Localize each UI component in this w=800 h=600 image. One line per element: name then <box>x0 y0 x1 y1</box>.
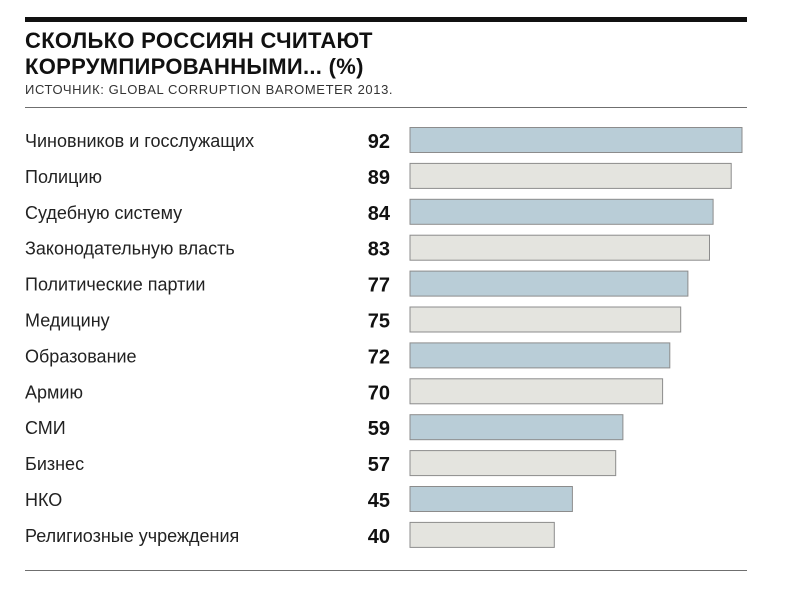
category-label: Бизнес <box>25 454 84 474</box>
category-label: НКО <box>25 490 62 510</box>
value-label: 70 <box>368 382 390 404</box>
chart-title: СКОЛЬКО РОССИЯН СЧИТАЮТ КОРРУМПИРОВАННЫМ… <box>25 28 745 80</box>
chart-title-line-2: КОРРУМПИРОВАННЫМИ... (%) <box>25 54 364 79</box>
bar <box>409 234 710 261</box>
value-label: 92 <box>368 131 390 153</box>
category-label: Полицию <box>25 167 102 187</box>
category-label: Политические партии <box>25 275 205 295</box>
bar <box>409 378 664 405</box>
bar <box>409 521 555 548</box>
value-label: 83 <box>368 239 390 261</box>
category-label: Образование <box>25 346 137 366</box>
value-label: 57 <box>368 454 390 476</box>
category-label: СМИ <box>25 418 66 438</box>
bottom-rule <box>25 570 747 571</box>
bar <box>409 162 732 189</box>
value-label: 45 <box>368 490 390 512</box>
value-label: 84 <box>368 203 391 225</box>
value-label: 59 <box>368 418 390 440</box>
value-label: 89 <box>368 167 390 189</box>
category-label: Медицину <box>25 311 110 331</box>
bar <box>409 486 573 512</box>
bar <box>409 270 689 297</box>
top-rule <box>25 17 747 22</box>
value-label: 40 <box>368 526 390 548</box>
bar <box>409 450 617 477</box>
bar <box>409 342 671 369</box>
category-label: Чиновников и госслужащих <box>25 131 254 151</box>
chart-subtitle: ИСТОЧНИК: GLOBAL CORRUPTION BAROMETER 20… <box>25 82 394 97</box>
chart-title-line-1: СКОЛЬКО РОССИЯН СЧИТАЮТ <box>25 28 373 53</box>
bar <box>409 198 714 225</box>
category-label: Религиозные учреждения <box>25 526 239 546</box>
value-label: 77 <box>368 275 390 297</box>
bar <box>409 414 624 441</box>
category-label: Судебную систему <box>25 203 182 223</box>
bar <box>409 127 743 153</box>
category-label: Армию <box>25 382 83 402</box>
category-label: Законодательную власть <box>25 239 235 259</box>
value-label: 72 <box>368 346 390 368</box>
bar <box>409 306 682 333</box>
value-label: 75 <box>368 311 390 333</box>
header-divider <box>25 107 747 108</box>
